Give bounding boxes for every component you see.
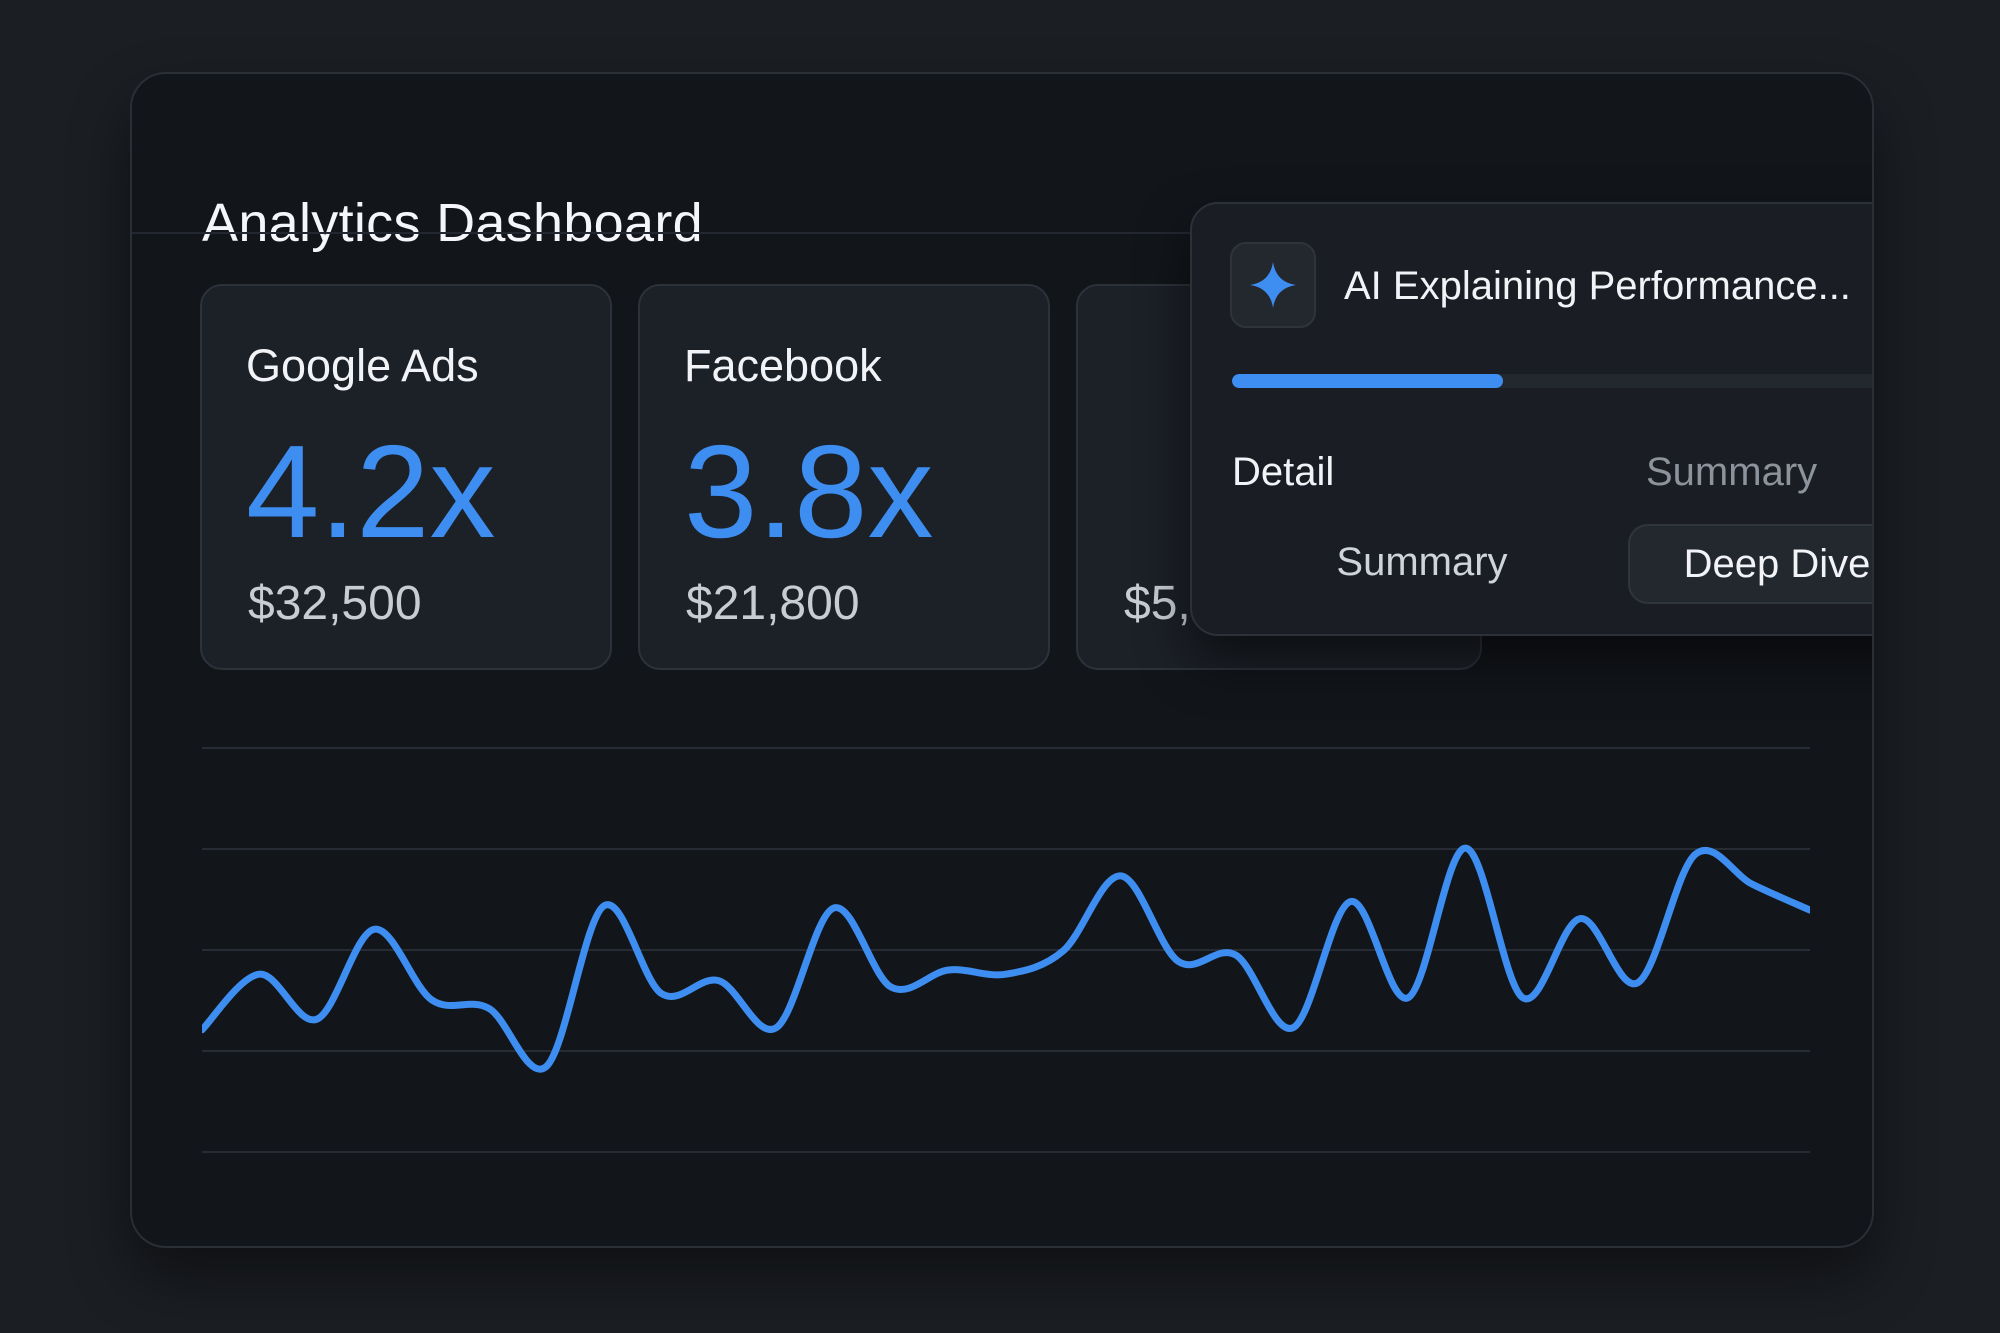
page-title: Analytics Dashboard	[202, 193, 703, 253]
ai-explain-panel: AI Explaining Performance... Detail Summ…	[1190, 202, 1872, 636]
chart-series-group	[198, 844, 1814, 1073]
mode-detail-label[interactable]: Detail	[1232, 450, 1335, 494]
chart-svg	[198, 747, 1814, 1153]
card-channel-name: Google Ads	[246, 340, 479, 391]
card-roas-value: 3.8x	[684, 418, 934, 565]
channel-card-facebook[interactable]: Facebook 3.8x $21,800	[638, 284, 1050, 670]
channel-card-google-ads[interactable]: Google Ads 4.2x $32,500	[200, 284, 612, 670]
chart-series-line	[198, 844, 1814, 1073]
performance-line-chart	[198, 724, 1814, 1174]
summary-button[interactable]: Summary	[1336, 539, 1508, 584]
card-roas-value: 4.2x	[246, 418, 496, 565]
chart-gridlines	[202, 747, 1810, 1153]
ai-progress-bar	[1232, 374, 1872, 388]
card-spend-value: $21,800	[686, 577, 860, 630]
mode-summary-label[interactable]: Summary	[1646, 450, 1818, 494]
deep-dive-button[interactable]: Deep Dive	[1628, 524, 1872, 604]
ai-progress-fill	[1232, 374, 1503, 388]
ai-panel-title: AI Explaining Performance...	[1344, 264, 1851, 308]
header-divider	[132, 232, 1872, 234]
card-channel-name: Facebook	[684, 340, 882, 391]
sparkle-icon	[1230, 242, 1316, 328]
dashboard-window: Analytics Dashboard Google Ads 4.2x $32,…	[130, 72, 1874, 1248]
card-spend-value: $32,500	[248, 577, 422, 630]
